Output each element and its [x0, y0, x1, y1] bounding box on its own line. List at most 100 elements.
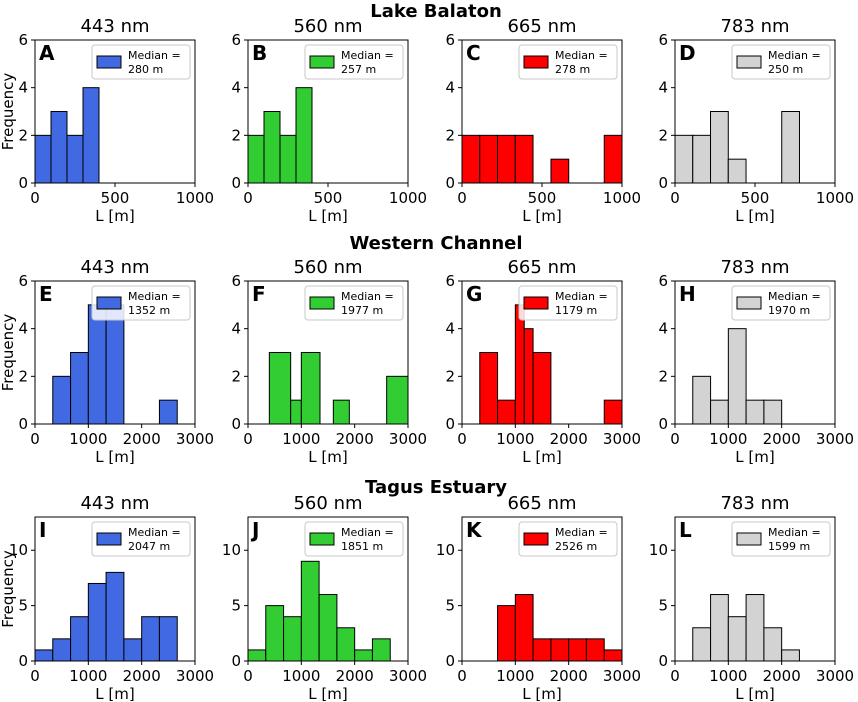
- panel-title: 665 nm: [507, 257, 576, 278]
- histogram-bar: [332, 399, 350, 425]
- panel-title: 783 nm: [720, 493, 789, 514]
- x-tick-label: 0: [670, 667, 680, 685]
- histogram-bar: [158, 399, 178, 425]
- x-tick-label: 3000: [816, 667, 854, 685]
- histogram-bar: [674, 134, 694, 184]
- plot-frame: [461, 280, 623, 425]
- y-tick-label: 0: [445, 652, 455, 670]
- y-tick-label: 2: [231, 126, 241, 144]
- x-axis-label: L [m]: [95, 685, 134, 702]
- histogram-bar: [34, 134, 52, 184]
- x-tick-label: 2000: [763, 667, 801, 685]
- x-tick-label: 500: [741, 189, 770, 207]
- histogram-bar: [710, 594, 729, 662]
- y-axis-label: Frequency: [0, 314, 17, 392]
- histogram-bar: [70, 616, 89, 662]
- histogram-bar: [123, 638, 143, 662]
- y-tick-label: 4: [231, 79, 241, 97]
- histogram-bar: [50, 111, 68, 184]
- y-tick-label: 0: [18, 174, 28, 192]
- x-tick-label: 3000: [603, 430, 641, 448]
- x-tick-label: 1000: [496, 430, 534, 448]
- histogram-bar: [514, 304, 525, 425]
- x-tick-label: 3000: [176, 430, 214, 448]
- histogram-bar: [158, 616, 178, 662]
- y-tick-label: 0: [445, 415, 455, 433]
- x-axis-label: L [m]: [522, 685, 561, 702]
- legend-swatch: [96, 296, 122, 310]
- x-axis-label: L [m]: [735, 207, 774, 225]
- histogram-bar: [66, 134, 84, 184]
- histogram-bar: [781, 111, 800, 184]
- panel-letter: G: [466, 282, 482, 306]
- panel-letter: L: [679, 518, 692, 542]
- y-tick-label: 6: [18, 31, 28, 49]
- histogram-bar: [336, 627, 356, 662]
- histogram-bar: [710, 111, 729, 184]
- panel-k: 665 nm K 0 5 10 0 1000 2000 3000 L [m] Median =252…: [436, 493, 641, 702]
- x-tick-label: 0: [30, 430, 40, 448]
- plot-frame: [247, 516, 409, 662]
- legend-box: [518, 521, 618, 557]
- histogram-bar: [692, 627, 712, 662]
- row-title-tagus-estuary: Tagus Estuary: [365, 477, 507, 498]
- panel-title: 443 nm: [80, 493, 149, 514]
- histogram-bar: [87, 304, 107, 425]
- plot-frame: [461, 516, 623, 662]
- x-axis-label: L [m]: [308, 207, 347, 225]
- histogram-bar: [745, 594, 765, 662]
- y-tick-label: 4: [18, 320, 28, 338]
- y-tick-label: 5: [658, 597, 668, 615]
- panel-title: 560 nm: [293, 257, 362, 278]
- x-tick-label: 1000: [282, 430, 320, 448]
- x-tick-label: 2000: [763, 430, 801, 448]
- panel-letter: I: [39, 518, 46, 542]
- y-tick-label: 6: [445, 31, 455, 49]
- y-tick-label: 2: [18, 367, 28, 385]
- histogram-bar: [52, 638, 72, 662]
- legend-box: [91, 285, 191, 321]
- panel-letter: E: [39, 282, 53, 306]
- histogram-bar: [603, 399, 623, 425]
- y-tick-label: 10: [222, 541, 241, 559]
- histogram-bar: [268, 352, 292, 425]
- panel-title: 665 nm: [507, 16, 576, 37]
- panel-letter: B: [252, 41, 267, 65]
- y-tick-label: 6: [231, 272, 241, 290]
- legend-median-value: 278 m: [555, 63, 590, 76]
- plot-frame: [674, 516, 836, 662]
- histogram-bar: [479, 352, 499, 425]
- x-tick-label: 0: [30, 189, 40, 207]
- panel-letter: K: [466, 518, 483, 542]
- histogram-bar: [371, 638, 391, 662]
- y-tick-label: 0: [231, 174, 241, 192]
- legend-median-value: 257 m: [341, 63, 376, 76]
- x-tick-label: 0: [457, 189, 467, 207]
- x-axis-label: L [m]: [95, 207, 134, 225]
- x-tick-label: 0: [243, 189, 253, 207]
- x-tick-label: 3000: [176, 667, 214, 685]
- x-tick-label: 1000: [709, 430, 747, 448]
- x-tick-label: 3000: [603, 667, 641, 685]
- histogram-bar: [727, 616, 747, 662]
- y-tick-label: 10: [436, 541, 455, 559]
- panel-h: 783 nm H 0 2 4 6 0 1000 2000 3000 L [m] Median =197…: [658, 257, 854, 466]
- x-tick-label: 3000: [389, 667, 427, 685]
- histogram-bar: [295, 87, 313, 184]
- legend-median-label: Median =: [341, 49, 394, 62]
- histogram-bar: [585, 638, 605, 662]
- legend-box: [304, 521, 404, 557]
- x-tick-label: 0: [243, 667, 253, 685]
- y-tick-label: 0: [445, 174, 455, 192]
- x-tick-label: 0: [243, 430, 253, 448]
- legend-median-value: 1977 m: [341, 304, 383, 317]
- y-tick-label: 5: [231, 597, 241, 615]
- legend-swatch: [96, 532, 122, 546]
- y-tick-label: 4: [231, 320, 241, 338]
- x-tick-label: 1000: [69, 667, 107, 685]
- histogram-bar: [263, 111, 281, 184]
- row-title-lake-balaton: Lake Balaton: [370, 1, 502, 22]
- histogram-bar: [300, 560, 320, 662]
- x-axis-label: L [m]: [308, 685, 347, 702]
- legend-swatch: [523, 55, 549, 69]
